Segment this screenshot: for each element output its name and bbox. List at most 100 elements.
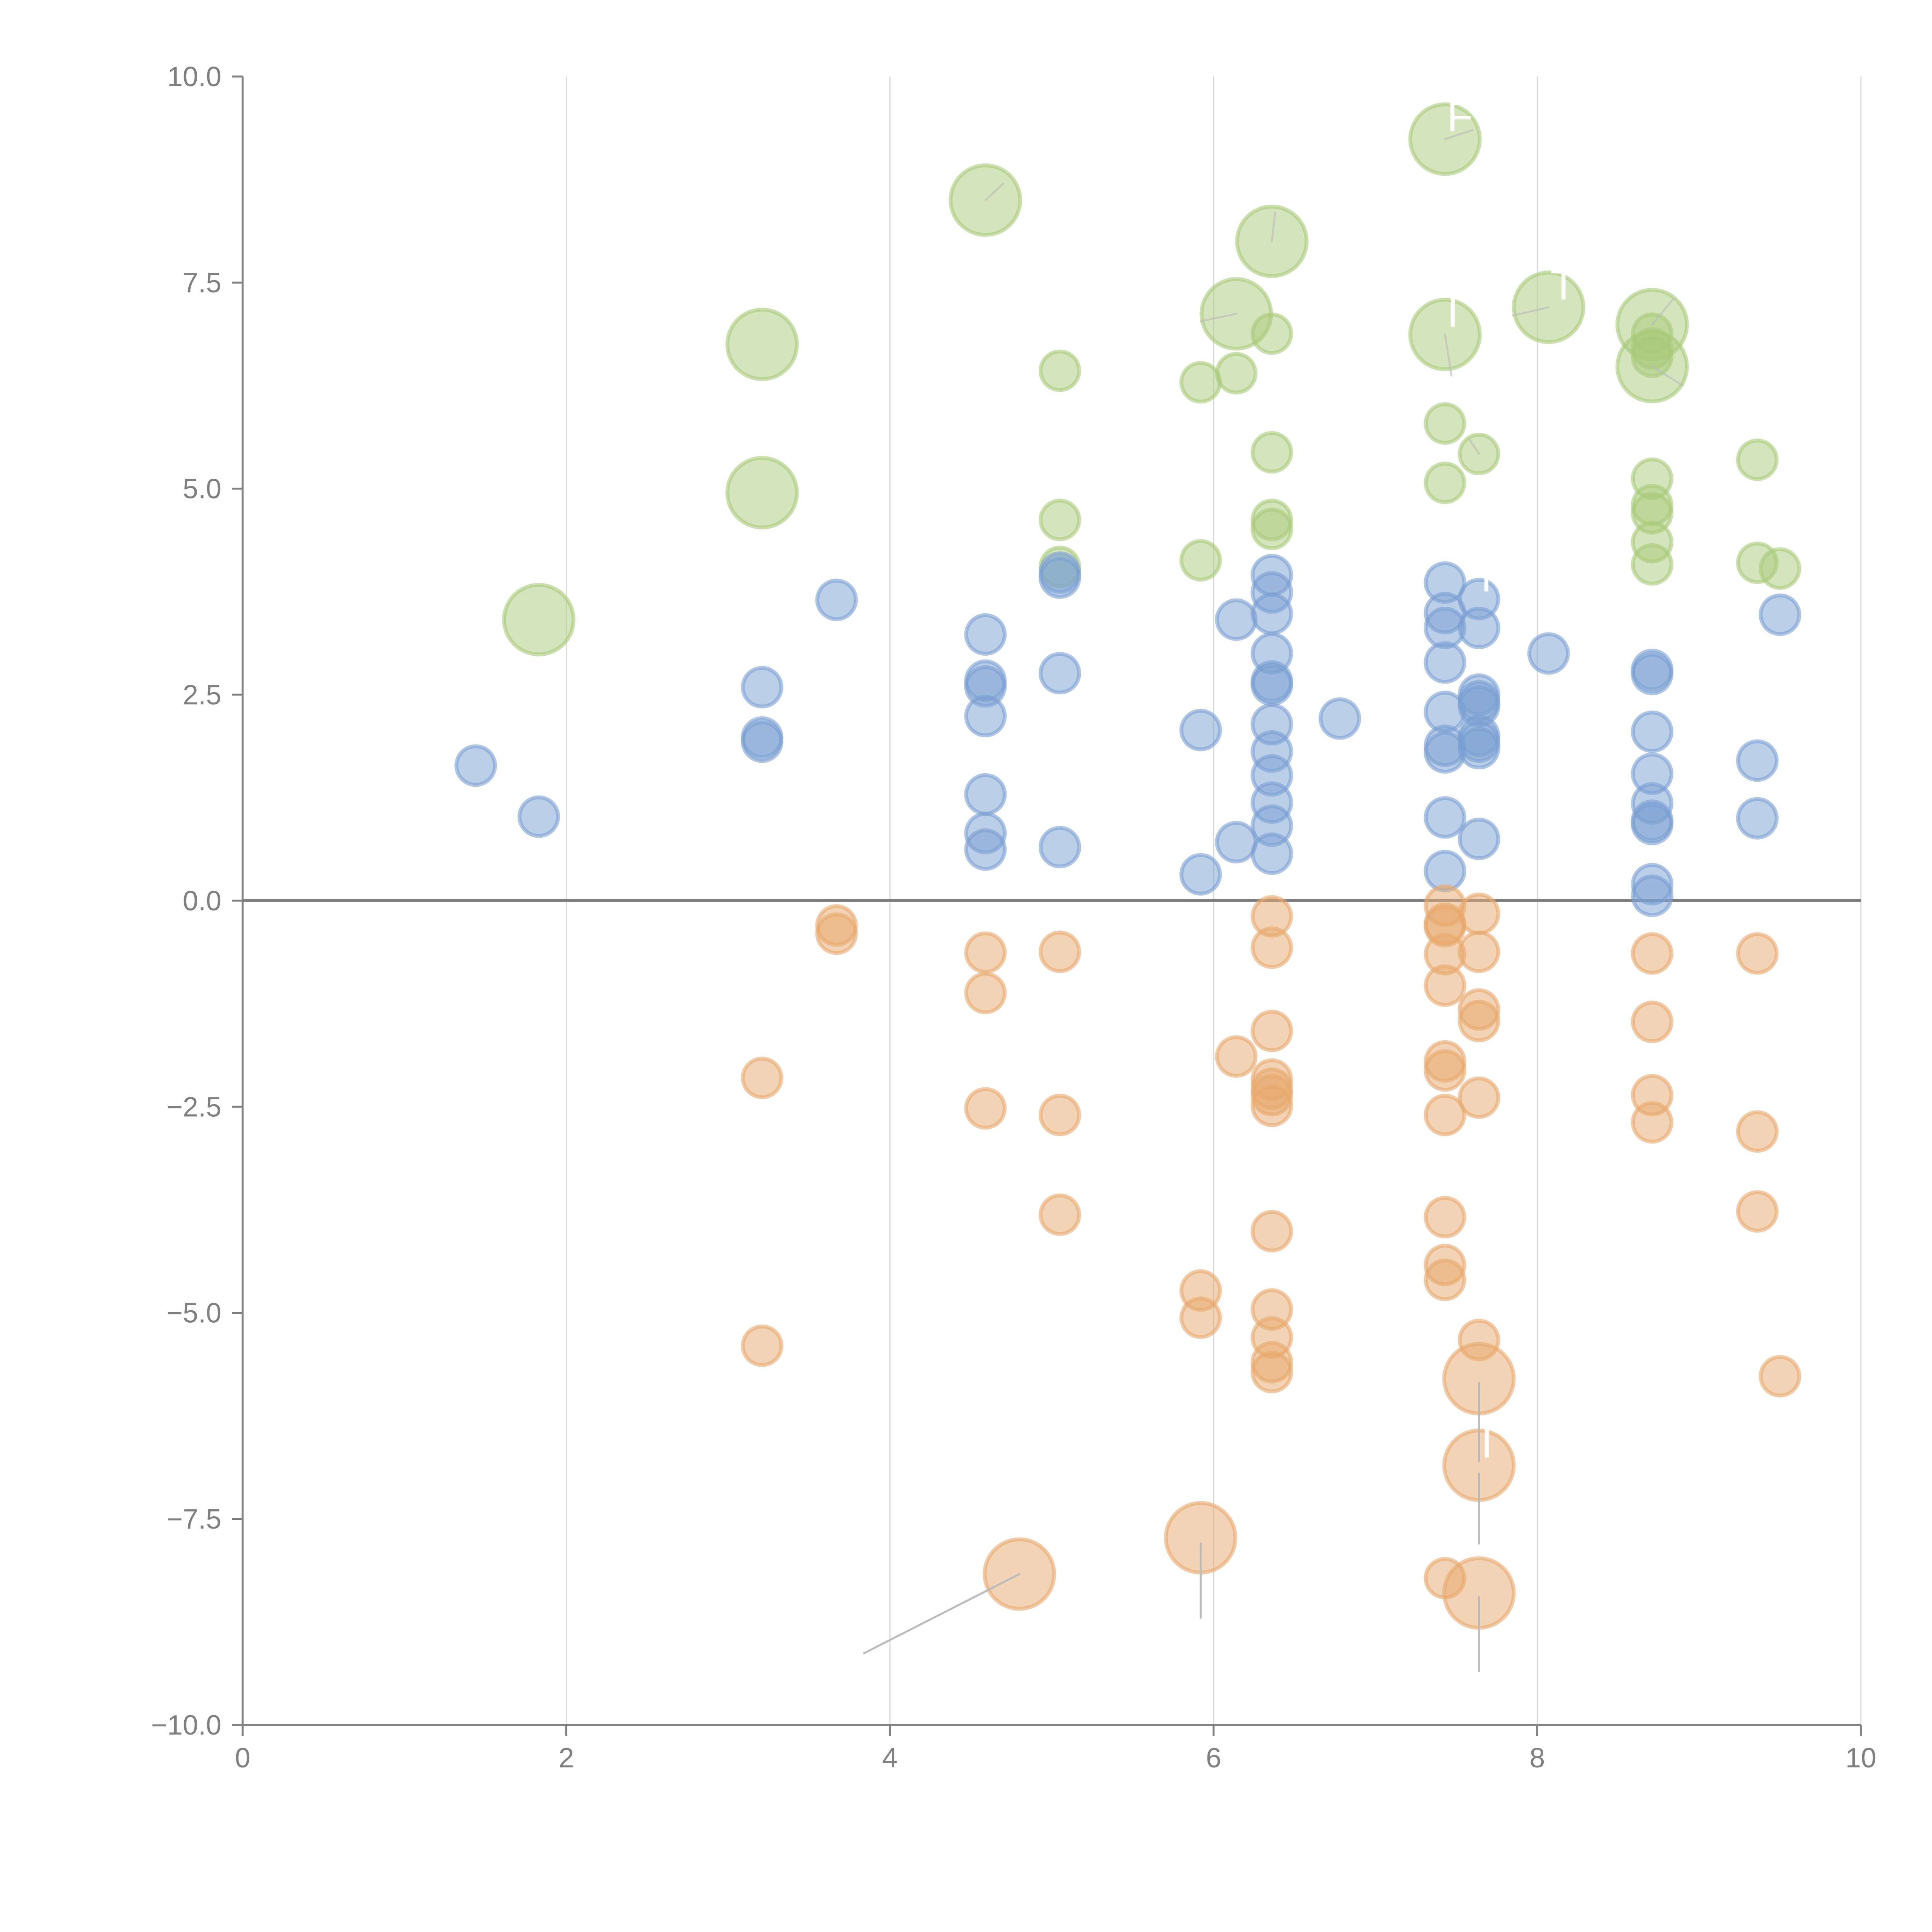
point-positive-low [964, 828, 1007, 871]
annotation-label: F [1447, 93, 1473, 141]
point-positive-low [1423, 641, 1466, 684]
x-tick-label: 4 [882, 1743, 898, 1774]
point-positive-high [1215, 352, 1258, 395]
point-positive-low [1215, 598, 1258, 641]
y-tick-label: 10.0 [167, 61, 221, 92]
point-negative [1423, 1259, 1466, 1301]
point-positive-high [1038, 498, 1081, 541]
point-positive-low [964, 613, 1007, 656]
leader-line [863, 1573, 1020, 1654]
point-positive-low [1038, 652, 1081, 695]
y-tick-label: 2.5 [183, 680, 221, 711]
leader-line [984, 182, 1004, 201]
point-negative [1215, 1035, 1258, 1078]
point-positive-low [1458, 606, 1500, 649]
point-negative [964, 931, 1007, 974]
point-negative [1458, 930, 1500, 973]
leader-line [1512, 306, 1550, 317]
point-negative [1631, 1101, 1673, 1144]
point-negative [1038, 1193, 1081, 1236]
point-positive-low [454, 744, 497, 787]
point-positive-high [1179, 361, 1222, 404]
point-negative [1250, 1085, 1293, 1128]
point-negative [1458, 1076, 1500, 1119]
point-positive-low [815, 578, 858, 621]
data-points [454, 102, 1801, 1630]
point-positive-high [1423, 402, 1466, 445]
point-positive-low [1423, 796, 1466, 839]
leader-line [1468, 438, 1480, 455]
point-negative [1179, 1296, 1222, 1339]
point-negative [1736, 1190, 1779, 1233]
point-positive-high [1759, 547, 1801, 590]
x-tick-label: 0 [235, 1743, 250, 1774]
point-positive-low [1250, 832, 1293, 875]
y-tick-label: 7.5 [183, 267, 221, 298]
point-positive-low [1179, 709, 1222, 752]
point-positive-high [1250, 312, 1293, 355]
point-negative [1423, 1049, 1466, 1092]
axes [232, 75, 1862, 1736]
point-positive-low [741, 720, 784, 763]
point-negative [1759, 1355, 1801, 1398]
point-positive-high [1631, 543, 1673, 586]
leader-line [1651, 366, 1684, 387]
point-positive-low [1736, 739, 1779, 782]
point-negative [1250, 926, 1293, 969]
point-positive-low [517, 795, 560, 838]
x-tick-label: 8 [1529, 1743, 1545, 1774]
point-positive-low [1458, 818, 1500, 861]
annotation-label: I [1481, 1419, 1493, 1467]
point-negative [1038, 930, 1081, 973]
point-negative [964, 1087, 1007, 1130]
point-positive-high [1038, 349, 1081, 392]
leader-line [1444, 333, 1452, 377]
point-positive-high [725, 308, 799, 381]
leader-line [1199, 313, 1237, 323]
point-negative [1736, 1110, 1779, 1153]
leader-line [1444, 129, 1474, 140]
point-positive-low [1631, 653, 1673, 696]
point-positive-low [1527, 632, 1570, 675]
point-negative [1736, 932, 1779, 975]
x-tick-label: 10 [1845, 1743, 1876, 1774]
point-positive-low [1631, 710, 1673, 753]
point-positive-high [1631, 335, 1673, 378]
point-positive-low [1250, 663, 1293, 706]
point-positive-high [1423, 461, 1466, 504]
point-positive-low [1631, 803, 1673, 845]
point-positive-high [1179, 539, 1222, 582]
y-tick-label: 0.0 [183, 886, 221, 917]
y-tick-label: −7.5 [167, 1504, 221, 1535]
point-positive-low [1736, 797, 1779, 840]
x-tick-label: 6 [1206, 1743, 1221, 1774]
point-positive-high [1250, 508, 1293, 551]
point-negative [741, 1324, 784, 1367]
point-positive-low [1038, 826, 1081, 869]
point-negative [1423, 964, 1466, 1007]
point-negative [964, 971, 1007, 1014]
point-positive-low [964, 773, 1007, 816]
y-tick-label: 5.0 [183, 474, 221, 505]
point-negative [815, 912, 858, 955]
y-tick-label: −5.0 [167, 1298, 221, 1329]
point-positive-low [1631, 874, 1673, 917]
annotations: F I T K I [1447, 93, 1577, 1467]
leader-line [1271, 211, 1276, 243]
leader-line [1651, 298, 1674, 326]
point-positive-low [741, 666, 784, 709]
point-positive-low [1038, 556, 1081, 599]
point-positive-low [1179, 853, 1222, 896]
point-positive-low [1759, 593, 1801, 636]
annotation-label: T [1551, 261, 1577, 309]
point-positive-low [964, 695, 1007, 738]
point-negative [1631, 1000, 1673, 1043]
point-negative [1458, 893, 1500, 935]
point-negative [1250, 1210, 1293, 1253]
point-negative [1250, 1010, 1293, 1053]
annotation-label: K [1481, 553, 1509, 600]
point-positive-high [725, 456, 799, 530]
point-negative [741, 1056, 784, 1099]
point-negative [1631, 932, 1673, 975]
